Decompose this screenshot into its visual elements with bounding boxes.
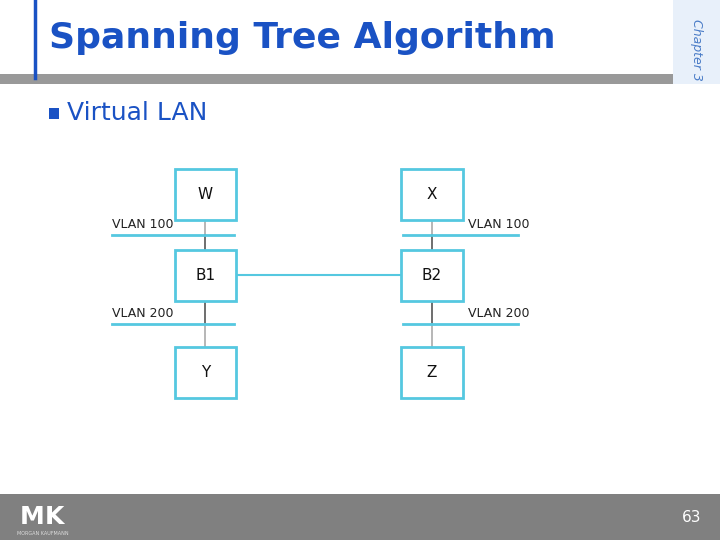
Text: 63: 63 bbox=[681, 510, 701, 525]
FancyBboxPatch shape bbox=[402, 168, 462, 220]
Text: B2: B2 bbox=[422, 268, 442, 283]
Bar bbox=[0, 494, 720, 540]
Text: Z: Z bbox=[427, 365, 437, 380]
Text: B1: B1 bbox=[195, 268, 215, 283]
Text: VLAN 100: VLAN 100 bbox=[468, 218, 529, 231]
Text: Virtual LAN: Virtual LAN bbox=[67, 102, 207, 125]
Text: VLAN 100: VLAN 100 bbox=[112, 218, 173, 231]
Text: VLAN 200: VLAN 200 bbox=[468, 307, 529, 320]
FancyBboxPatch shape bbox=[49, 108, 59, 119]
FancyBboxPatch shape bbox=[174, 168, 236, 220]
Bar bbox=[0, 74, 673, 84]
Text: Y: Y bbox=[201, 365, 210, 380]
Text: K: K bbox=[45, 505, 63, 529]
Text: X: X bbox=[427, 187, 437, 202]
FancyBboxPatch shape bbox=[402, 347, 462, 399]
Text: Chapter 3: Chapter 3 bbox=[690, 19, 703, 81]
Text: M: M bbox=[20, 505, 45, 529]
Bar bbox=[673, 0, 720, 84]
FancyBboxPatch shape bbox=[174, 347, 236, 399]
Text: VLAN 200: VLAN 200 bbox=[112, 307, 173, 320]
Text: MORGAN KAUFMANN: MORGAN KAUFMANN bbox=[17, 531, 69, 536]
Text: W: W bbox=[197, 187, 213, 202]
FancyBboxPatch shape bbox=[174, 249, 236, 301]
Text: Spanning Tree Algorithm: Spanning Tree Algorithm bbox=[49, 21, 556, 55]
FancyBboxPatch shape bbox=[402, 249, 462, 301]
